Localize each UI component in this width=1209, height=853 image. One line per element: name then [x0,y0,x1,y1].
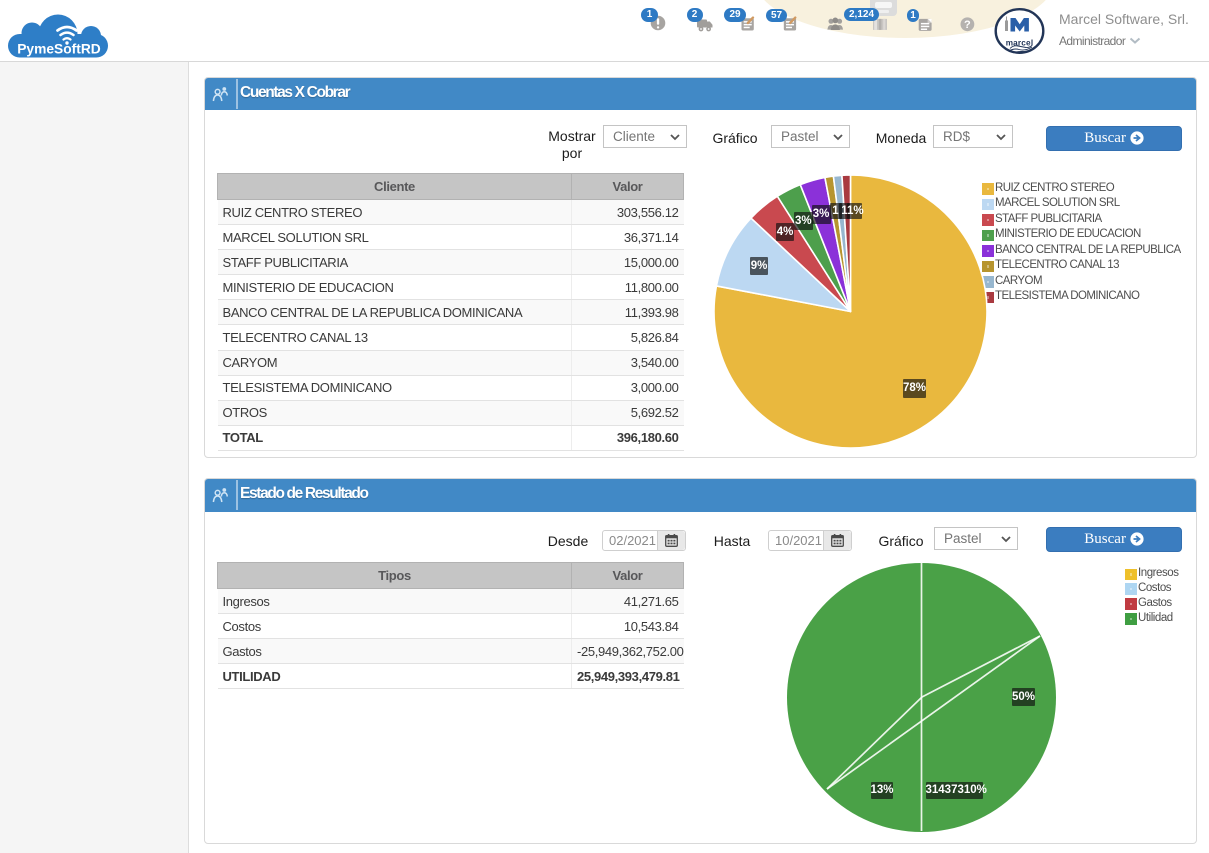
svg-text:marcel: marcel [1006,39,1034,48]
svg-text:?: ? [964,19,971,31]
svg-text:PymeSoftRD: PymeSoftRD [17,42,101,57]
